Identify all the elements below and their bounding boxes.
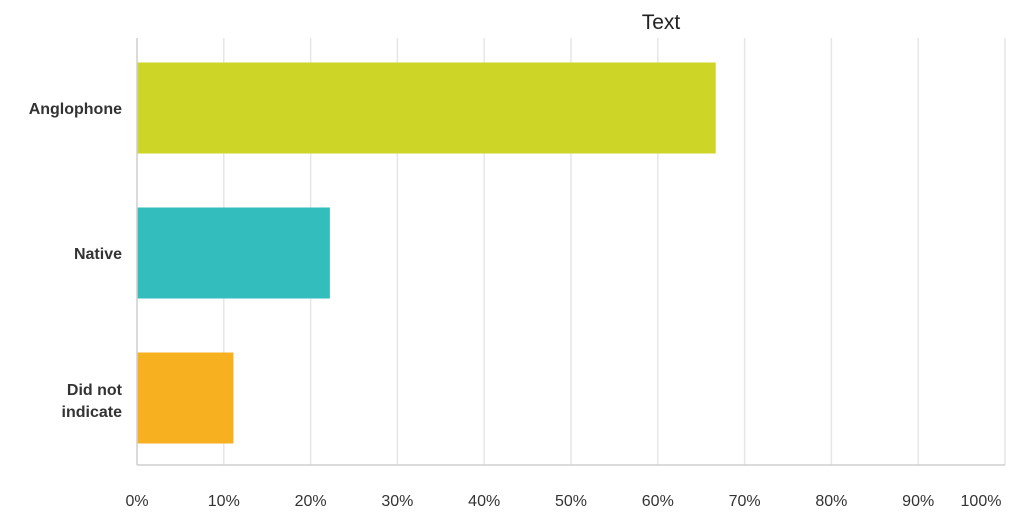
x-tick-label: 80% — [815, 493, 847, 510]
x-tick-label: 30% — [381, 493, 413, 510]
x-tick-label: 100% — [961, 493, 1002, 510]
x-tick-label: 50% — [555, 493, 587, 510]
x-tick-label: 90% — [902, 493, 934, 510]
bar-did-not-indicate — [137, 352, 234, 444]
x-tick-label: 20% — [295, 493, 327, 510]
bar-anglophone — [137, 62, 716, 154]
x-tick-label: 0% — [125, 493, 148, 510]
bars — [137, 62, 716, 444]
x-tick-label: 40% — [468, 493, 500, 510]
x-tick-labels: 0% 10% 20% 30% 40% 50% 60% 70% 80% 90% 100% — [125, 493, 1001, 510]
category-label: Native — [74, 246, 122, 263]
category-labels: Anglophone Native Did not indicate — [29, 101, 123, 421]
x-tick-label: 10% — [208, 493, 240, 510]
category-label: Did not indicate — [62, 382, 123, 421]
category-label: Anglophone — [29, 101, 122, 118]
bar-native — [137, 207, 330, 299]
chart-title: Text — [642, 11, 681, 34]
x-tick-label: 60% — [642, 493, 674, 510]
x-tick-label: 70% — [729, 493, 761, 510]
